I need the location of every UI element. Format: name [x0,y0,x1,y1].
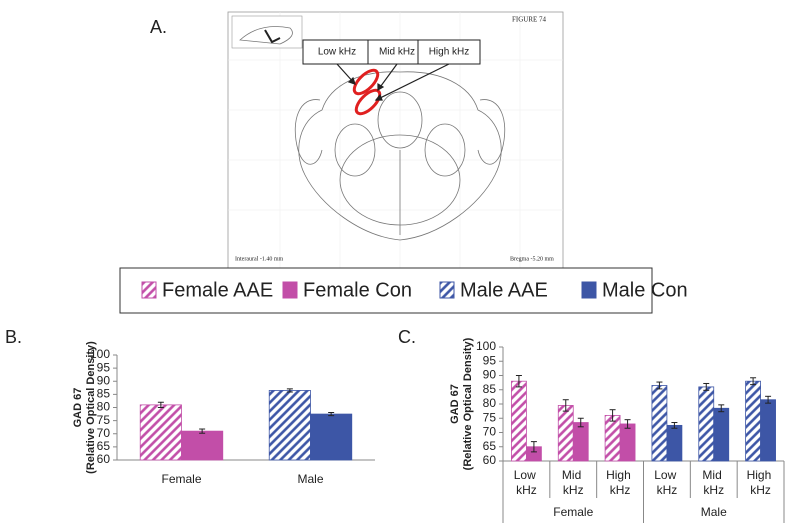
roi [354,88,382,116]
bar [713,407,730,462]
error-bar [199,428,206,434]
y-tick-label: 65 [483,439,497,453]
y-tick-label: 85 [97,387,111,401]
bar [760,399,776,462]
legend-label: Female AAE [162,279,273,301]
error-bar [577,417,584,428]
brain-region [334,123,376,177]
atlas-figure: FIGURE 74 [512,16,547,24]
x-tick-label: High kHz [606,468,634,497]
y-tick-label: 75 [483,410,497,424]
x-tick-label: Male [297,472,323,486]
legend-swatch [141,281,157,299]
bar [572,422,589,462]
error-bar [530,441,537,453]
x-tick-label: Female [161,472,201,486]
panel-label: A. [150,17,167,37]
x-tick-label: Mid kHz [702,468,725,497]
roi [352,68,380,96]
bar [181,430,224,461]
error-bar [703,382,710,391]
error-bar [157,401,164,408]
panel-label: B. [5,327,22,347]
y-axis-label: GAD 67 [72,388,84,428]
bar [557,405,574,462]
legend-swatch [581,281,597,299]
legend-label: Male Con [602,279,688,301]
bar [666,424,683,462]
y-tick-label: 70 [97,426,111,440]
x-tick-label: High kHz [747,468,775,497]
legend-swatch [282,281,298,299]
y-axis-label: (Relative Optical Density) [462,337,474,470]
y-tick-label: 65 [97,439,111,453]
atlas-interaural: Interaural -1.40 mm [235,256,283,262]
bar [139,404,182,461]
error-bar [286,388,293,393]
x-tick-label: Low kHz [654,468,679,497]
atlas-bregma: Bregma -5.20 mm [510,256,554,262]
group-label: Male [701,505,727,519]
y-tick-label: 75 [97,413,111,427]
inset-brain [239,26,293,45]
y-tick-label: 100 [90,347,110,361]
y-tick-label: 95 [483,353,497,367]
callout-box [302,39,372,65]
bar [511,380,527,462]
bar [651,385,668,462]
x-tick-label: Mid kHz [562,468,585,497]
bar [604,414,621,462]
x-tick-label: Low kHz [514,468,539,497]
bar [268,390,311,461]
legend-label: Female Con [303,279,412,301]
error-bar [656,381,663,390]
legend-label: Male AAE [460,279,548,301]
y-tick-label: 80 [483,396,497,410]
y-axis-label: (Relative Optical Density) [85,341,97,474]
callout-label: High kHz [429,47,470,58]
legend-box [119,267,653,314]
y-tick-label: 90 [483,368,497,382]
callout-arrows [336,63,450,101]
y-tick-label: 60 [483,453,497,467]
error-bar [765,395,772,404]
callout-label: Mid kHz [379,47,415,58]
bar [619,423,636,462]
error-bar [515,375,522,388]
bar [745,380,761,462]
error-bar [750,377,757,386]
error-bar [718,404,725,413]
bar [310,413,353,461]
legend-swatch [439,281,455,299]
y-axis-label: GAD 67 [449,384,461,424]
error-bar [328,411,335,417]
callout-box [367,39,427,65]
y-tick-label: 85 [483,382,497,396]
atlas: Low kHz Mid kHz High kHz FIGURE 74 Inter… [227,11,564,269]
y-tick-label: 90 [97,373,111,387]
group-label: Female [553,505,593,519]
y-tick-label: 60 [97,452,111,466]
error-bar [609,409,616,422]
callout-label: Low kHz [318,47,356,58]
error-bar [562,399,569,412]
error-bar [671,422,678,429]
bar [698,386,715,462]
brain-region [377,91,423,149]
brain-outline [298,71,502,241]
y-tick-label: 95 [97,360,111,374]
y-tick-label: 100 [476,339,496,353]
brain-region [424,123,466,177]
y-tick-label: 70 [483,425,497,439]
inset-mark [264,29,281,44]
y-tick-label: 80 [97,400,111,414]
panel-label: C. [398,327,416,347]
error-bar [624,419,631,429]
